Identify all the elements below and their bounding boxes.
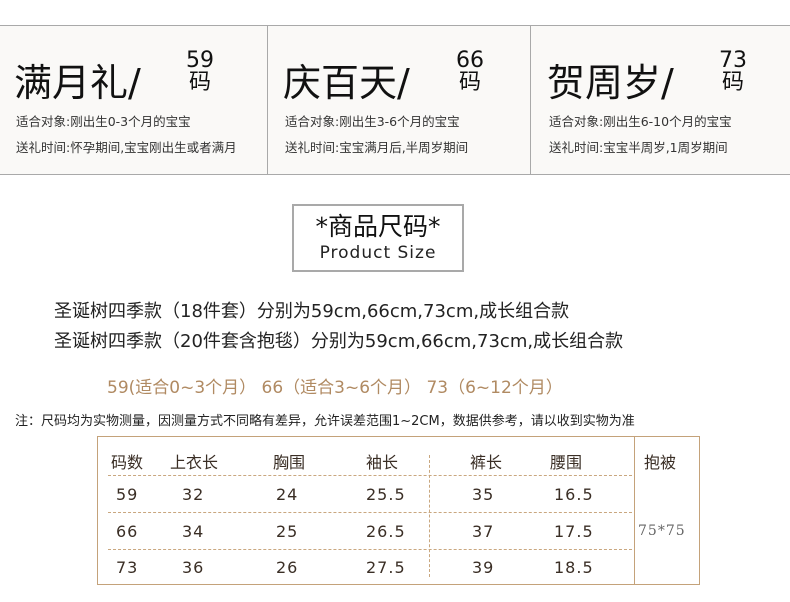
header-pants-length: 裤长 bbox=[470, 453, 503, 472]
panel-time: 送礼时间:宝宝满月后,半周岁期间 bbox=[285, 140, 469, 155]
divider bbox=[530, 26, 531, 175]
age-ranges: 59(适合0~3个月） 66（适合3~6个月） 73（6~12个月） bbox=[107, 378, 563, 398]
table-cell: 17.5 bbox=[554, 522, 594, 541]
panel-size: 73 码 bbox=[719, 48, 747, 95]
panel-target: 适合对象:刚出生0-3个月的宝宝 bbox=[16, 114, 191, 129]
table-cell: 35 bbox=[472, 485, 495, 504]
panel-title: 庆百天/ bbox=[283, 61, 410, 105]
table-cell: 27.5 bbox=[366, 558, 406, 577]
set-line-20: 圣诞树四季款（20件套含抱毯）分别为59cm,66cm,73cm,成长组合款 bbox=[54, 331, 624, 352]
header-blanket: 抱被 bbox=[644, 453, 677, 472]
table-cell: 36 bbox=[182, 558, 205, 577]
table-cell: 26.5 bbox=[366, 522, 406, 541]
header-sleeve: 袖长 bbox=[366, 453, 399, 472]
header-waist: 腰围 bbox=[550, 453, 583, 472]
panel-target: 适合对象:刚出生3-6个月的宝宝 bbox=[285, 114, 460, 129]
row-divider bbox=[108, 475, 632, 476]
table-cell: 24 bbox=[276, 485, 299, 504]
row-divider bbox=[108, 512, 632, 513]
heading-cn: *商品尺码* bbox=[315, 212, 441, 241]
heading-en: Product Size bbox=[319, 243, 437, 263]
product-size-heading: *商品尺码* Product Size bbox=[292, 204, 464, 272]
panel-time: 送礼时间:怀孕期间,宝宝刚出生或者满月 bbox=[16, 140, 237, 155]
panel-size: 66 码 bbox=[456, 48, 484, 95]
table-cell: 59 bbox=[116, 485, 139, 504]
table-cell: 73 bbox=[116, 558, 139, 577]
table-cell: 25 bbox=[276, 522, 299, 541]
gift-size-panels: 满月礼/ 59 码 适合对象:刚出生0-3个月的宝宝 送礼时间:怀孕期间,宝宝刚出… bbox=[0, 25, 790, 175]
column-divider bbox=[429, 455, 430, 577]
divider bbox=[267, 26, 268, 175]
header-chest: 胸围 bbox=[273, 453, 306, 472]
table-cell: 18.5 bbox=[554, 558, 594, 577]
column-divider bbox=[634, 437, 635, 584]
set-line-18: 圣诞树四季款（18件套）分别为59cm,66cm,73cm,成长组合款 bbox=[54, 301, 570, 322]
table-cell: 32 bbox=[182, 485, 205, 504]
measure-note: 注：尺码均为实物测量，因测量方式不同略有差异，允许误差范围1~2CM，数据供参考… bbox=[15, 414, 635, 429]
panel-target: 适合对象:刚出生6-10个月的宝宝 bbox=[549, 114, 732, 129]
table-cell: 34 bbox=[182, 522, 205, 541]
table-cell: 16.5 bbox=[554, 485, 594, 504]
table-cell: 25.5 bbox=[366, 485, 406, 504]
row-divider bbox=[108, 549, 632, 550]
table-cell: 26 bbox=[276, 558, 299, 577]
panel-time: 送礼时间:宝宝半周岁,1周岁期间 bbox=[549, 140, 728, 155]
panel-title: 贺周岁/ bbox=[547, 61, 674, 105]
table-cell: 66 bbox=[116, 522, 139, 541]
header-size: 码数 bbox=[111, 453, 144, 472]
table-cell: 39 bbox=[472, 558, 495, 577]
size-table: 码数 上衣长 胸围 袖长 裤长 腰围 抱被 59 32 24 25.5 35 16.5 66… bbox=[97, 436, 700, 585]
header-top-length: 上衣长 bbox=[170, 453, 219, 472]
blanket-size: 75*75 bbox=[638, 523, 686, 539]
panel-size: 59 码 bbox=[186, 48, 214, 95]
panel-title: 满月礼/ bbox=[14, 61, 141, 105]
table-cell: 37 bbox=[472, 522, 495, 541]
